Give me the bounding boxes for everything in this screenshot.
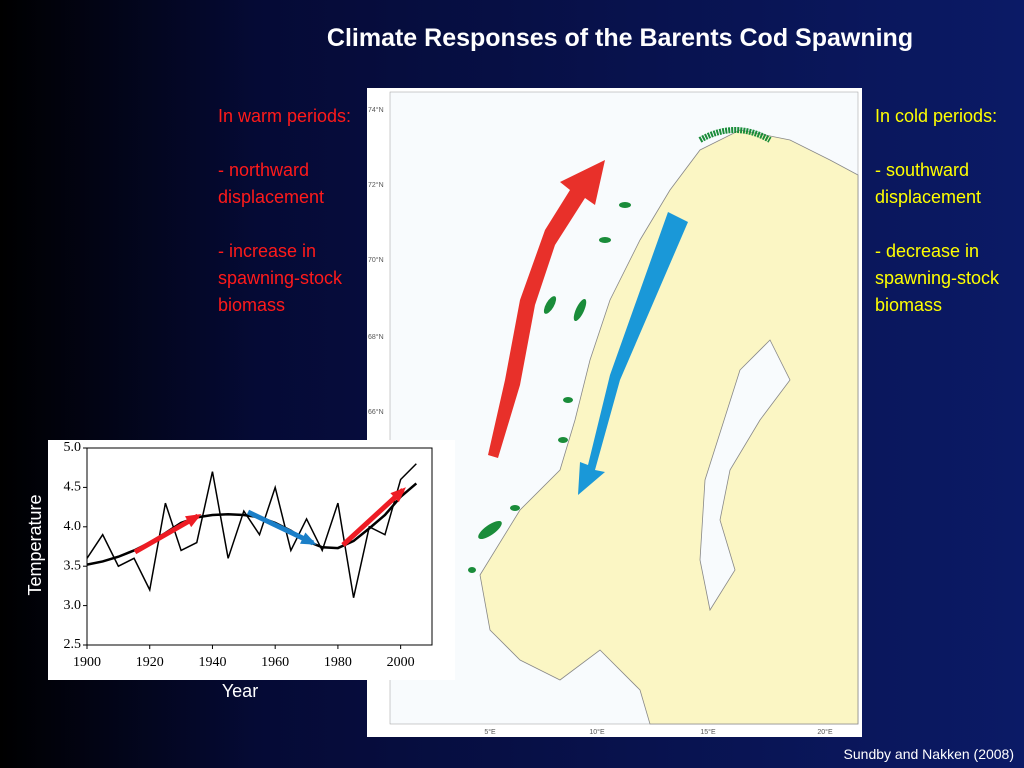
y-tick-label: 3.5 bbox=[64, 558, 82, 573]
spawning-areas bbox=[468, 127, 772, 573]
y-tick-label: 3.0 bbox=[64, 598, 82, 613]
cold-arrow bbox=[578, 212, 688, 495]
y-tick-label: 4.0 bbox=[64, 519, 82, 534]
trend-arrow bbox=[246, 509, 315, 546]
line bbox=[86, 463, 417, 598]
paragraph: - increase in spawning-stock biomass bbox=[218, 241, 343, 315]
warm-arrow bbox=[488, 160, 605, 458]
lat-label: 74°N bbox=[368, 106, 384, 114]
warm-text: In warm periods: - northward displacemen… bbox=[218, 103, 366, 346]
x-tick-label: 2000 bbox=[387, 655, 415, 670]
arrow-head bbox=[185, 514, 202, 528]
paragraph: - decrease in spawning-stock biomass bbox=[875, 241, 1000, 315]
lat-label: 66°N bbox=[368, 408, 384, 416]
y-tick-label: 4.5 bbox=[64, 480, 82, 495]
lon-label: 15°E bbox=[700, 728, 716, 736]
y-tick-label: 2.5 bbox=[64, 637, 82, 652]
cold-text: In cold periods: - southward displacemen… bbox=[875, 103, 1015, 346]
arrow-head bbox=[300, 532, 317, 545]
lon-label: 20°E bbox=[817, 728, 833, 736]
paragraph: - southward displacement bbox=[875, 160, 982, 207]
paragraph: In cold periods: bbox=[875, 106, 998, 126]
x-tick-label: 1980 bbox=[324, 655, 352, 670]
y-axis-label: Temperature bbox=[25, 494, 45, 595]
lon-label: 10°E bbox=[589, 728, 605, 736]
land bbox=[479, 129, 859, 725]
lat-label: 72°N bbox=[368, 181, 384, 189]
trend-arrow bbox=[341, 488, 405, 547]
paragraph: In warm periods: bbox=[218, 106, 352, 126]
lon-label: 5°E bbox=[484, 728, 496, 736]
lat-label: 68°N bbox=[368, 333, 384, 341]
x-tick-label: 1900 bbox=[73, 655, 101, 670]
gulf bbox=[699, 339, 791, 612]
x-tick-label: 1940 bbox=[198, 655, 226, 670]
x-tick-label: 1920 bbox=[136, 655, 164, 670]
arrow-head bbox=[390, 487, 406, 503]
paragraph: - northward displacement bbox=[218, 160, 325, 207]
map-labels: 74°N 72°N 70°N 68°N 66°N 5°E 10°E 15°E 2… bbox=[368, 106, 833, 736]
plot-frame bbox=[86, 447, 433, 646]
y-tick-label: 5.0 bbox=[64, 440, 82, 455]
trend-arrow bbox=[133, 513, 200, 555]
slide-title: Climate Responses of the Barents Cod Spa… bbox=[326, 24, 914, 52]
x-axis-label: Year bbox=[222, 681, 258, 701]
credit: Sundby and Nakken (2008) bbox=[843, 746, 1014, 762]
lat-label: 70°N bbox=[368, 256, 384, 264]
x-tick-label: 1960 bbox=[261, 655, 289, 670]
